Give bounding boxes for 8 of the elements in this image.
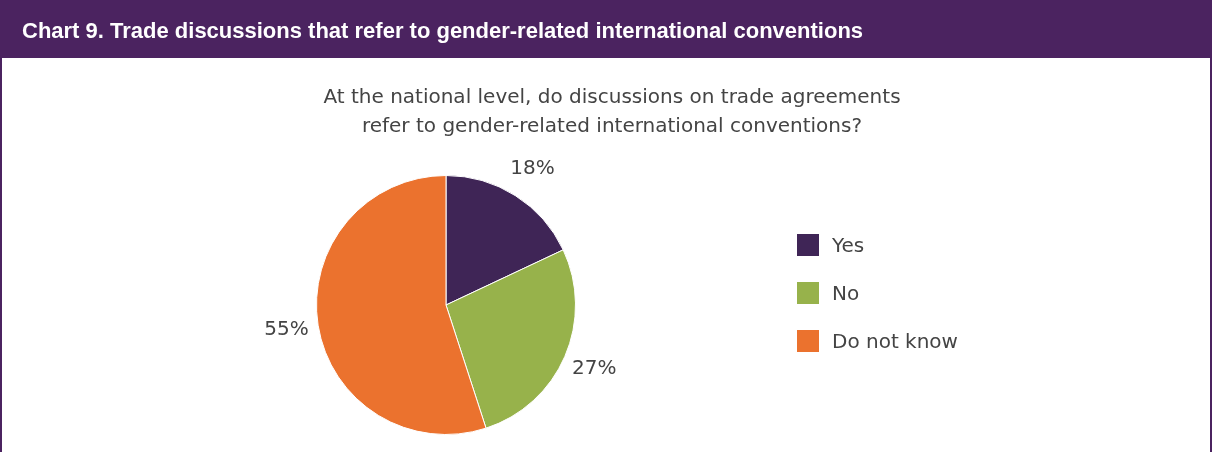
data-label: 27% [571,355,617,380]
data-label: 55% [264,316,309,341]
data-label: 18% [510,154,555,179]
chart-title: Chart 9. Trade discussions that refer to gender-related international conventions [22,18,864,44]
legend-label: No [832,281,860,305]
legend-label: Yes [832,233,865,257]
legend-label: Do not know [832,329,958,353]
chart-subtitle: At the national level, do discussions on trade agreements refer to gender-related international conventions? [322,83,902,139]
